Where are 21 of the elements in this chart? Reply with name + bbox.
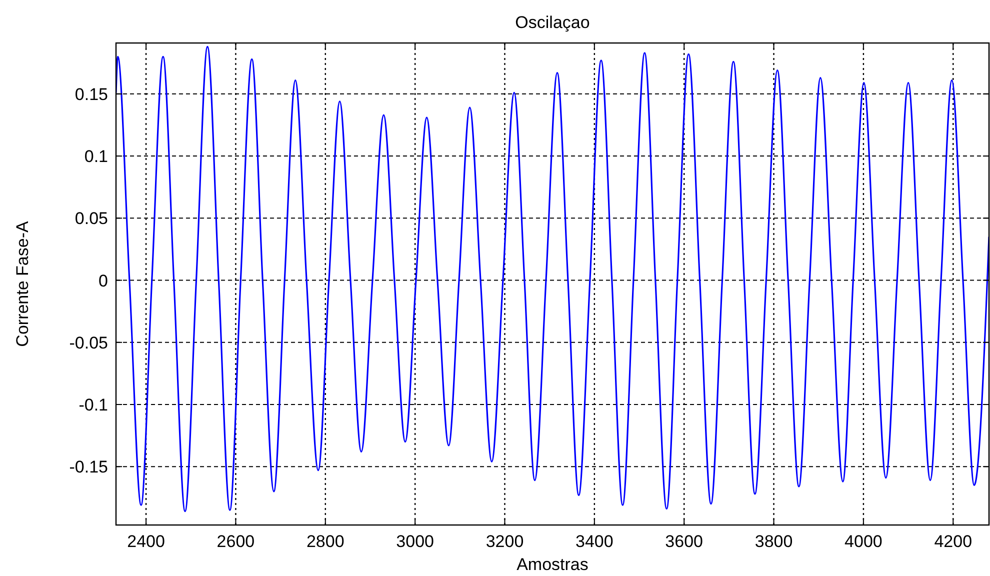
y-tick-label: -0.05 <box>69 333 108 352</box>
y-tick-label: 0.1 <box>84 147 108 166</box>
chart-title: Oscilaçao <box>515 13 590 32</box>
y-tick-label: -0.15 <box>69 458 108 477</box>
x-tick-label: 4200 <box>934 532 972 551</box>
y-tick-label: 0.05 <box>74 209 108 228</box>
x-tick-label: 3800 <box>754 532 793 551</box>
x-tick-label: 3600 <box>665 532 704 551</box>
y-axis-title: Corrente Fase-A <box>13 220 32 347</box>
x-tick-label: 4000 <box>844 532 882 551</box>
line-series <box>116 46 989 512</box>
x-tick-label: 2400 <box>127 532 165 551</box>
x-tick-label: 2800 <box>306 532 344 551</box>
x-axis-title: Amostras <box>516 555 588 574</box>
x-tick-label: 3000 <box>396 532 434 551</box>
y-tick-label: -0.1 <box>78 396 108 414</box>
y-tick-label: 0 <box>98 271 108 290</box>
x-tick-label: 3200 <box>486 532 524 551</box>
x-tick-label: 3400 <box>576 532 614 551</box>
x-tick-label: 2600 <box>216 532 255 551</box>
y-tick-label: 0.15 <box>74 84 108 104</box>
